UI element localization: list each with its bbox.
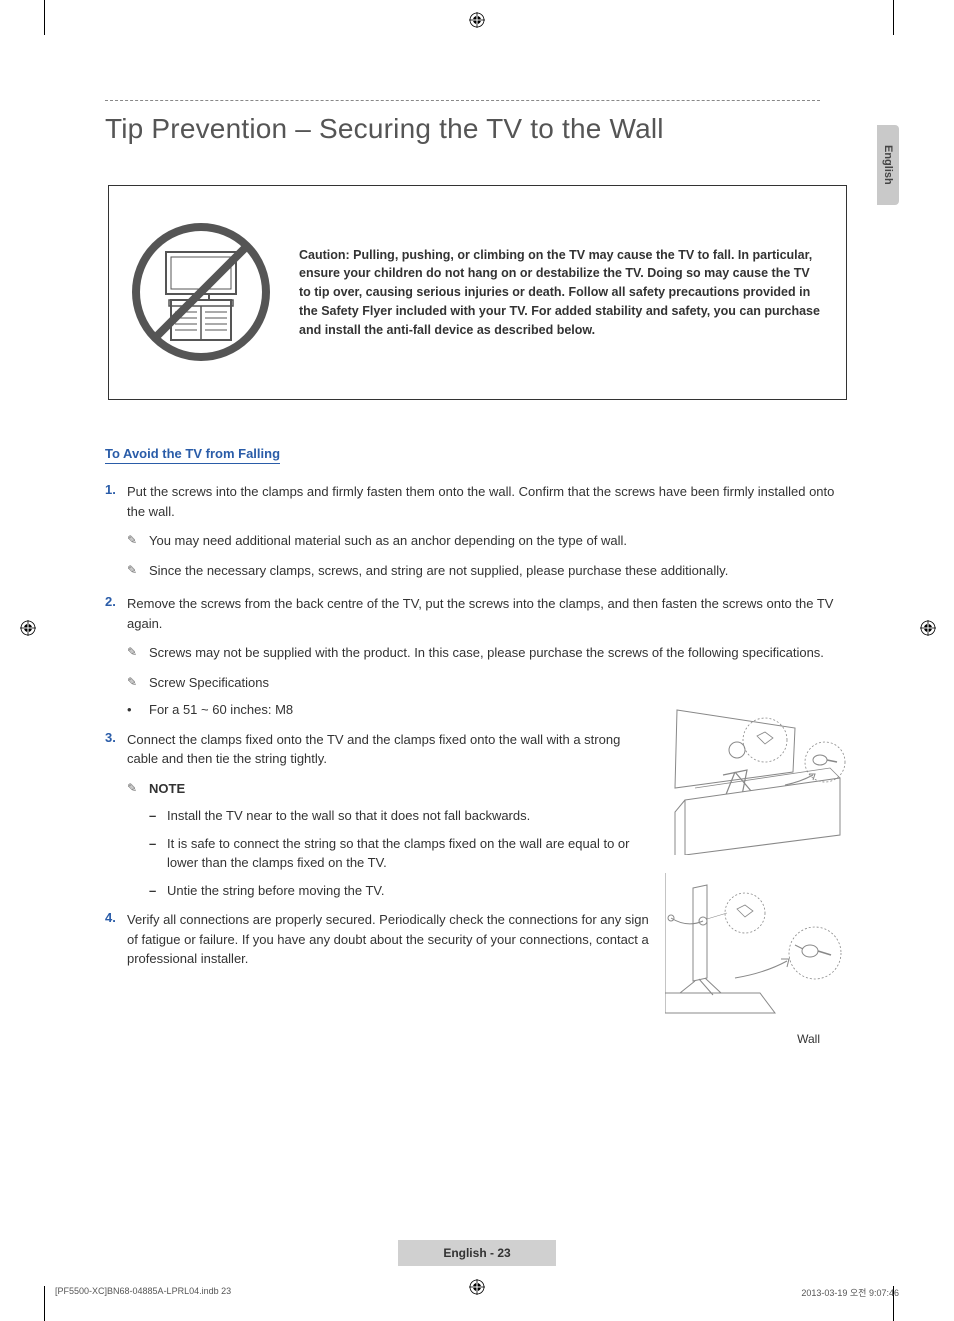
step-text: Remove the screws from the back centre o… [127, 596, 833, 631]
section-header: To Avoid the TV from Falling [105, 446, 280, 464]
page-footer: English - 23 [0, 1240, 954, 1266]
sub-text: Screws may not be supplied with the prod… [149, 643, 840, 663]
note-icon: ✎ [127, 779, 149, 799]
page-title: Tip Prevention – Securing the TV to the … [105, 113, 850, 145]
step-text: Connect the clamps fixed onto the TV and… [127, 732, 620, 767]
page-number-badge: English - 23 [398, 1240, 555, 1266]
page-content: Tip Prevention – Securing the TV to the … [105, 100, 850, 979]
sub-note: ✎ Screw Specifications [127, 673, 840, 693]
tv-wall-tether-diagram: Wall [665, 873, 850, 1028]
sub-text: Screw Specifications [149, 673, 840, 693]
diagram-area: Wall [665, 700, 850, 1046]
step-number: 4. [105, 910, 127, 969]
step-number: 2. [105, 594, 127, 720]
dash-text: It is safe to connect the string so that… [167, 834, 650, 873]
language-tab: English [877, 125, 899, 205]
caution-text: Caution: Pulling, pushing, or climbing o… [299, 246, 824, 340]
title-divider [105, 100, 820, 101]
footer-meta: [PF5500-XC]BN68-04885A-LPRL04.indb 23 20… [55, 1286, 899, 1299]
dash-text: Install the TV near to the wall so that … [167, 806, 650, 826]
step-body: Put the screws into the clamps and firml… [127, 482, 850, 584]
bullet-mark: • [127, 700, 149, 720]
sub-note: ✎ You may need additional material such … [127, 531, 840, 551]
caution-box: Caution: Pulling, pushing, or climbing o… [108, 185, 847, 400]
registration-mark-icon [920, 620, 936, 636]
dash-mark: – [149, 834, 167, 873]
dash-item: – Untie the string before moving the TV. [149, 881, 650, 901]
note-label: NOTE [149, 779, 650, 799]
note-icon: ✎ [127, 531, 149, 551]
no-climb-tv-icon [131, 210, 271, 375]
sub-note: ✎ NOTE [127, 779, 650, 799]
footer-timestamp: 2013-03-19 오전 9:07:46 [801, 1286, 899, 1299]
sub-text: You may need additional material such as… [149, 531, 840, 551]
wall-label: Wall [797, 1032, 820, 1046]
sub-note: ✎ Screws may not be supplied with the pr… [127, 643, 840, 663]
dash-item: – It is safe to connect the string so th… [149, 834, 650, 873]
dash-text: Untie the string before moving the TV. [167, 881, 650, 901]
step-text: Verify all connections are properly secu… [127, 912, 649, 966]
step-item: 1. Put the screws into the clamps and fi… [105, 482, 850, 584]
dash-mark: – [149, 881, 167, 901]
crop-mark [44, 0, 45, 35]
sub-note: ✎ Since the necessary clamps, screws, an… [127, 561, 840, 581]
step-number: 3. [105, 730, 127, 901]
dash-mark: – [149, 806, 167, 826]
crop-mark [893, 0, 894, 35]
note-icon: ✎ [127, 561, 149, 581]
crop-mark [44, 1286, 45, 1321]
step-text: Put the screws into the clamps and firml… [127, 484, 834, 519]
note-icon: ✎ [127, 673, 149, 693]
registration-mark-icon [20, 620, 36, 636]
step-number: 1. [105, 482, 127, 584]
tv-back-clamp-diagram [665, 700, 850, 855]
dash-item: – Install the TV near to the wall so tha… [149, 806, 650, 826]
sub-text: Since the necessary clamps, screws, and … [149, 561, 840, 581]
note-icon: ✎ [127, 643, 149, 663]
registration-mark-icon [469, 12, 485, 28]
footer-filename: [PF5500-XC]BN68-04885A-LPRL04.indb 23 [55, 1286, 231, 1299]
